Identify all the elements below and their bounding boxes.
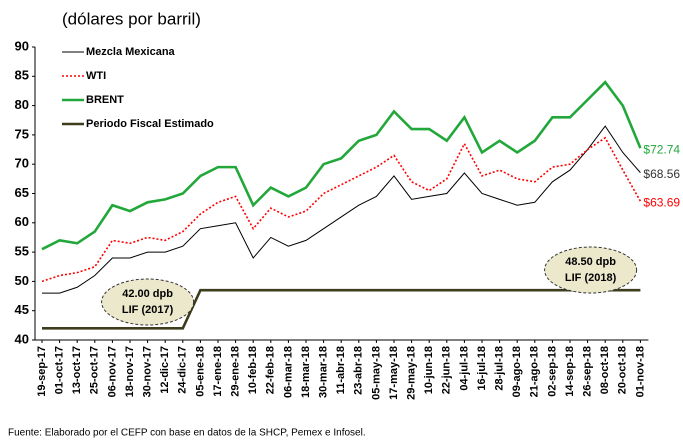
x-tick-label: 11-abr-18	[335, 346, 347, 394]
annotation-bubble	[101, 278, 195, 326]
annotation-text: LIF (2017)	[122, 304, 174, 316]
x-tick-label: 26-sep-18	[582, 346, 594, 397]
series-line	[41, 136, 642, 283]
x-tick-label: 28-jul-18	[494, 346, 506, 391]
x-tick-label: 08-oct-18	[599, 346, 611, 394]
x-tick-label: 10-feb-18	[247, 346, 259, 394]
y-tick-label: 40	[15, 331, 29, 346]
x-tick-label: 29-ene-18	[230, 346, 242, 397]
x-tick-label: 25-oct-17	[89, 346, 101, 394]
x-tick-label: 14-sep-18	[564, 346, 576, 397]
x-tick-label: 06-mar-18	[282, 346, 294, 398]
x-tick-label: 01-nov-18	[634, 346, 646, 397]
y-tick-label: 45	[15, 302, 29, 317]
x-tick-label: 17-may-18	[388, 346, 400, 400]
x-tick-label: 24-dic-17	[177, 346, 189, 394]
y-tick-label: 85	[15, 68, 29, 83]
y-tick-label: 80	[15, 97, 29, 112]
x-tick-label: 05-may-18	[370, 346, 382, 400]
x-tick-label: 17-ene-18	[212, 346, 224, 397]
annotation-text: LIF (2018)	[565, 272, 617, 284]
legend-label: BRENT	[86, 94, 124, 106]
x-tick-label: 30-mar-18	[318, 346, 330, 398]
x-tick-label: 12-dic-17	[159, 346, 171, 394]
x-tick-label: 16-jul-18	[476, 346, 488, 391]
x-tick-label: 01-oct-17	[54, 346, 66, 394]
annotation-text: 48.50 dpb	[565, 256, 616, 268]
subtitle: (dólares por barril)	[62, 9, 201, 28]
x-tick-label: 19-sep-17	[36, 346, 48, 397]
x-tick-label: 04-jul-18	[458, 346, 470, 391]
end-label: $63.69	[643, 195, 680, 209]
x-tick-label: 29-may-18	[406, 346, 418, 400]
end-label: $72.74	[643, 142, 680, 156]
x-tick-label: 21-ago-18	[529, 346, 541, 397]
x-tick-label: 22-jun-18	[441, 346, 453, 394]
legend-label: WTI	[86, 70, 106, 82]
x-tick-label: 20-oct-18	[617, 346, 629, 394]
y-tick-label: 90	[15, 38, 29, 53]
legend-label: Mezcla Mexicana	[86, 46, 176, 58]
y-tick-label: 65	[15, 185, 29, 200]
x-tick-label: 30-nov-17	[142, 346, 154, 397]
series-line	[41, 80, 642, 251]
y-tick-label: 60	[15, 214, 29, 229]
source: Fuente: Elaborado por el CEFP con base e…	[8, 428, 366, 439]
end-label: $68.56	[643, 167, 680, 181]
x-tick-label: 23-abr-18	[353, 346, 365, 395]
x-tick-label: 02-sep-18	[546, 346, 558, 397]
annotation-text: 42.00 dpb	[122, 288, 173, 300]
y-tick-label: 55	[15, 244, 29, 259]
annotation-bubble	[544, 246, 638, 294]
y-tick-label: 50	[15, 273, 29, 288]
y-tick-label: 75	[15, 126, 29, 141]
series-line	[42, 125, 641, 294]
series-line	[42, 288, 641, 330]
x-tick-label: 22-feb-18	[265, 346, 277, 394]
x-tick-label: 18-nov-17	[124, 346, 136, 397]
x-tick-label: 09-ago-18	[511, 346, 523, 397]
x-tick-label: 05-ene-18	[194, 346, 206, 397]
y-tick-label: 70	[15, 156, 29, 171]
x-tick-label: 10-jun-18	[423, 346, 435, 394]
x-tick-label: 18-mar-18	[300, 346, 312, 398]
x-tick-label: 13-oct-17	[71, 346, 83, 394]
x-tick-label: 06-nov-17	[106, 346, 118, 397]
legend-label: Periodo Fiscal Estimado	[86, 118, 214, 130]
